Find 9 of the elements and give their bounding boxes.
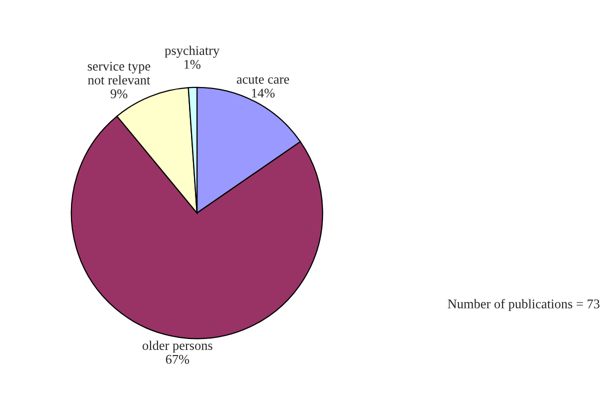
text: Number of publications = 73 xyxy=(448,298,600,312)
slice-label: older persons xyxy=(142,340,212,353)
slice-label: acute care xyxy=(236,76,290,84)
data-label: 67% xyxy=(166,354,190,364)
slice-label: service type not relevant xyxy=(88,62,150,84)
slice-label: psychiatry xyxy=(164,46,220,58)
data-label: 9% xyxy=(110,89,128,98)
data-label: 1% xyxy=(184,60,200,69)
data-label: 14% xyxy=(252,88,275,98)
